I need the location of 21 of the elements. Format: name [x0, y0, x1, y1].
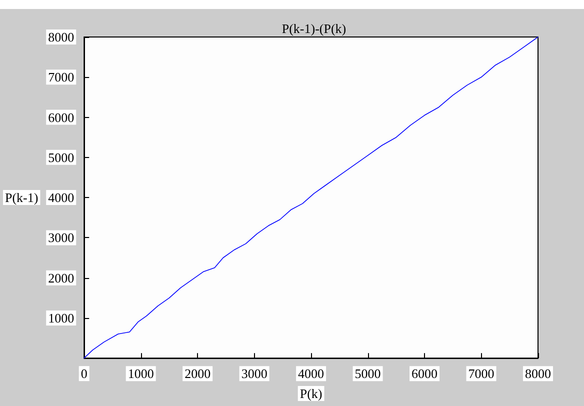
line-series — [84, 36, 538, 358]
x-tick-label: 8000 — [525, 366, 551, 382]
x-tick-label: 7000 — [468, 366, 494, 382]
y-tick-label: 5000 — [48, 150, 74, 165]
y-tick-label: 4000 — [48, 190, 74, 206]
x-tick-label: 2000 — [184, 366, 211, 382]
x-tick-label: 0 — [80, 366, 88, 382]
y-tick-label: 2000 — [48, 270, 74, 286]
y-tick-label: 8000 — [48, 30, 74, 44]
x-tick-label: 6000 — [412, 366, 438, 382]
y-tick-label: 6000 — [48, 110, 74, 125]
x-tick-label: 4000 — [298, 366, 324, 382]
x-tick-label: 5000 — [354, 366, 381, 382]
y-axis-title: P(k-1) — [5, 190, 38, 206]
chart-title: P(k-1)-(P(k) — [282, 21, 346, 36]
x-tick-label: 1000 — [128, 366, 154, 382]
x-tick-label: 3000 — [241, 366, 268, 382]
x-axis-title: P(k) — [300, 386, 322, 401]
y-tick-label: 7000 — [48, 70, 74, 85]
y-tick-label: 1000 — [48, 310, 74, 326]
y-tick-label: 3000 — [48, 230, 74, 246]
